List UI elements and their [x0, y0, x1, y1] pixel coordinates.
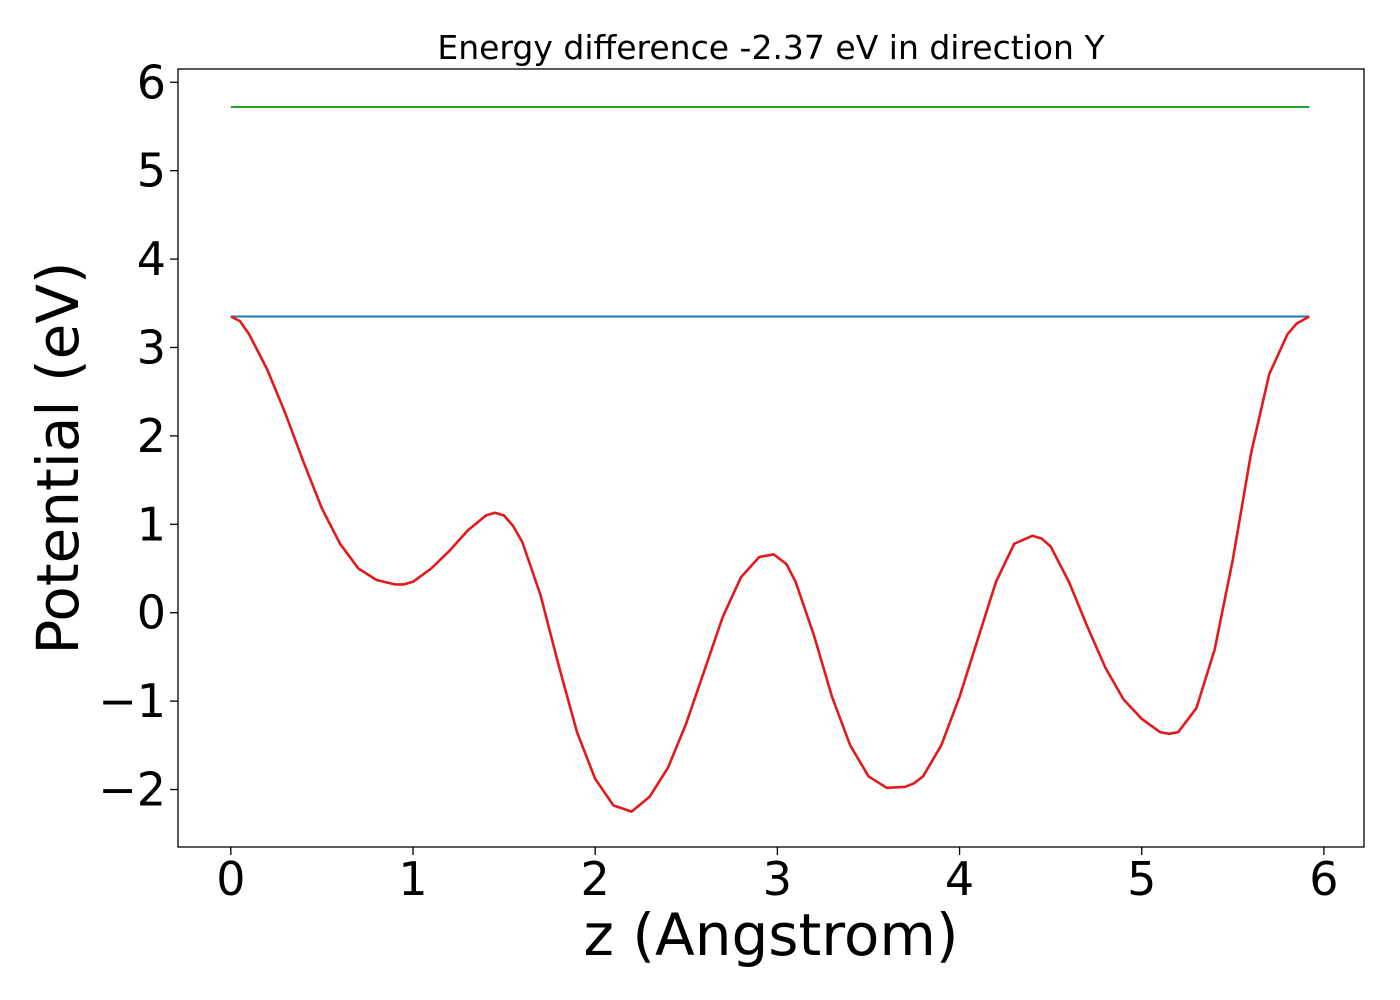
y-tick-label: 4 [137, 232, 166, 286]
y-tick-label: −1 [98, 674, 166, 728]
y-tick-label: −2 [98, 763, 166, 817]
x-tick-label: 5 [1127, 852, 1156, 906]
x-tick-label: 3 [763, 852, 792, 906]
x-tick-label: 2 [581, 852, 610, 906]
x-axis-label: z (Angstrom) [584, 901, 959, 969]
y-tick-label: 6 [137, 55, 166, 109]
y-tick-label: 1 [137, 497, 166, 551]
x-tick-label: 0 [216, 852, 245, 906]
y-tick-label: 0 [137, 586, 166, 640]
tick-layer: 0 1 2 3 4 5 6 −2 −1 0 1 2 3 4 5 6 [98, 55, 1338, 906]
y-axis-label: Potential (eV) [24, 261, 92, 654]
series-layer [230, 106, 1310, 813]
x-tick-label: 4 [945, 852, 974, 906]
y-tick-label: 3 [137, 320, 166, 374]
x-tick-label: 6 [1309, 852, 1338, 906]
chart-title: Energy difference -2.37 eV in direction … [437, 28, 1105, 67]
plot-frame [177, 68, 1365, 848]
series-line-2 [230, 315, 1310, 813]
y-tick-label: 2 [137, 409, 166, 463]
y-tick-label: 5 [137, 144, 166, 198]
x-tick-label: 1 [398, 852, 427, 906]
